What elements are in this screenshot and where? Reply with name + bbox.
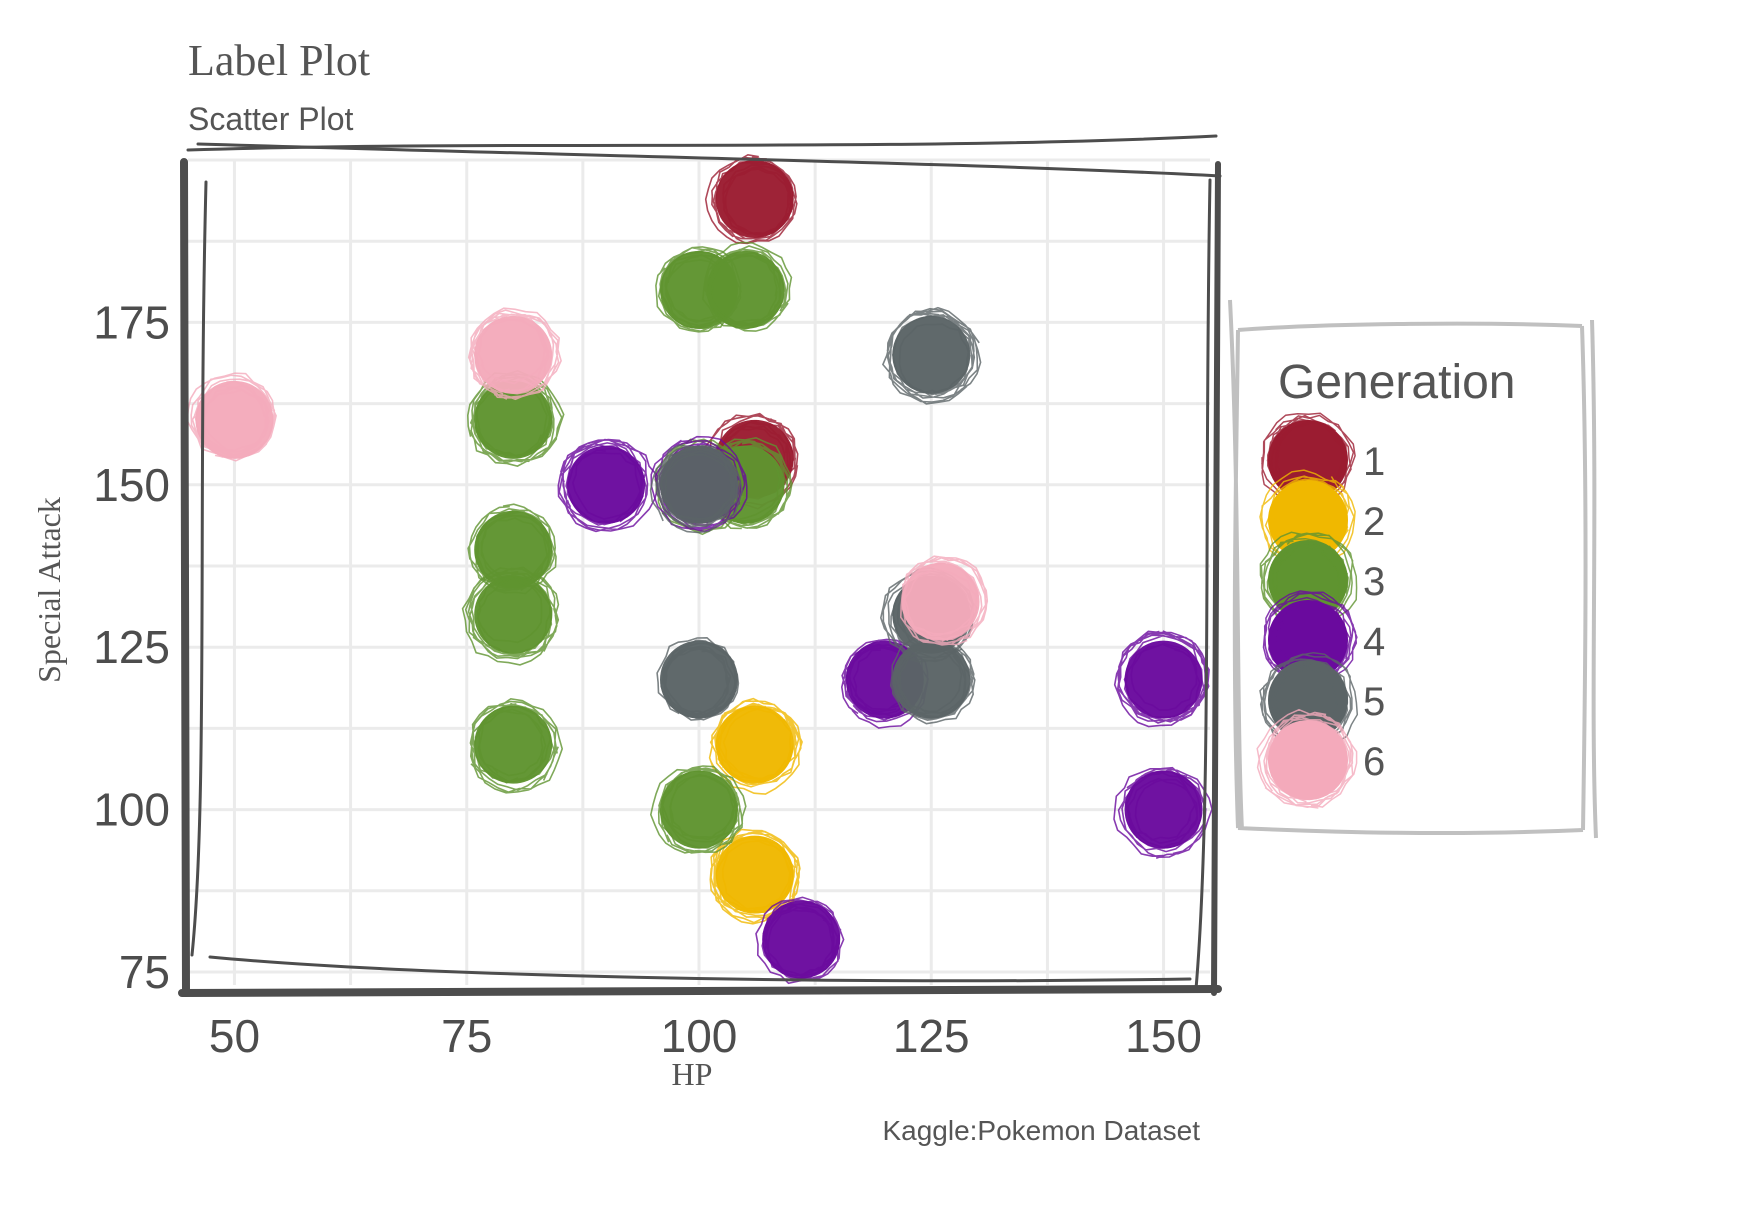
panel-border-stroke-5	[1194, 178, 1212, 991]
panel-border-stroke-0	[180, 158, 190, 997]
x-tick-150: 150	[1125, 1010, 1202, 1062]
chart-title: Label Plot	[188, 36, 370, 85]
x-axis-label: HP	[672, 1056, 713, 1092]
point-gen-2-1	[709, 828, 801, 925]
panel-border-stroke-4	[1211, 161, 1221, 996]
panel-border-stroke-2	[178, 985, 1222, 997]
legend-label-2: 2	[1363, 500, 1385, 544]
legend-label-5: 5	[1363, 680, 1385, 724]
x-tick-50: 50	[209, 1010, 260, 1062]
point-gen-6-0	[467, 307, 562, 401]
x-tick-100: 100	[661, 1010, 738, 1062]
point-gen-5-1	[649, 444, 744, 534]
chart-caption: Kaggle:Pokemon Dataset	[882, 1115, 1200, 1146]
y-tick-100: 100	[93, 784, 170, 836]
x-axis-ticks: 50 75 100 125 150	[209, 1010, 1202, 1062]
legend-key-3	[1268, 540, 1348, 620]
x-tick-75: 75	[441, 1010, 492, 1062]
legend: Generation 1 2 3 4 5 6	[1228, 299, 1598, 839]
point-gen-1-0	[704, 153, 798, 245]
legend-item-6: 6	[1256, 708, 1385, 809]
x-tick-125: 125	[893, 1010, 970, 1062]
point-gen-5-2	[656, 636, 740, 721]
legend-key-6	[1268, 720, 1348, 800]
point-gen-3-2	[466, 370, 565, 467]
legend-items: 1 2 3 4 5 6	[1256, 412, 1385, 809]
data-points	[186, 153, 1213, 985]
panel-border-stroke-7	[196, 142, 1222, 178]
legend-label-6: 6	[1363, 740, 1385, 784]
point-gen-3-5	[469, 697, 564, 794]
legend-title: Generation	[1278, 356, 1516, 409]
legend-item-3: 3	[1259, 531, 1385, 631]
point-gen-3-3	[467, 503, 557, 595]
y-tick-175: 175	[93, 296, 170, 348]
y-tick-150: 150	[93, 459, 170, 511]
point-gen-3-4	[461, 566, 560, 666]
panel-border-stroke-3	[208, 955, 1192, 983]
point-gen-4-5	[755, 896, 845, 985]
panel-border-stroke-1	[190, 180, 208, 957]
point-gen-5-4	[889, 632, 976, 725]
legend-item-4: 4	[1262, 590, 1385, 690]
legend-label-4: 4	[1363, 620, 1385, 664]
panel-border	[178, 134, 1222, 997]
point-gen-6-1	[186, 372, 277, 462]
y-tick-125: 125	[93, 621, 170, 673]
y-tick-75: 75	[119, 946, 170, 998]
point-gen-4-4	[1113, 766, 1213, 859]
point-gen-5-0	[881, 306, 982, 405]
point-gen-2-0	[708, 697, 803, 795]
y-axis-label: Special Attack	[31, 497, 67, 683]
point-gen-6-2	[899, 555, 989, 646]
legend-label-3: 3	[1363, 560, 1385, 604]
y-axis-ticks: 75 100 125 150 175	[93, 296, 170, 998]
point-gen-3-6	[649, 765, 747, 854]
legend-label-1: 1	[1363, 440, 1385, 484]
legend-border	[1228, 299, 1598, 839]
point-gen-3-1	[702, 241, 793, 332]
point-gen-4-3	[1113, 630, 1210, 728]
chart-subtitle: Scatter Plot	[188, 101, 354, 137]
point-gen-4-0	[557, 438, 659, 533]
